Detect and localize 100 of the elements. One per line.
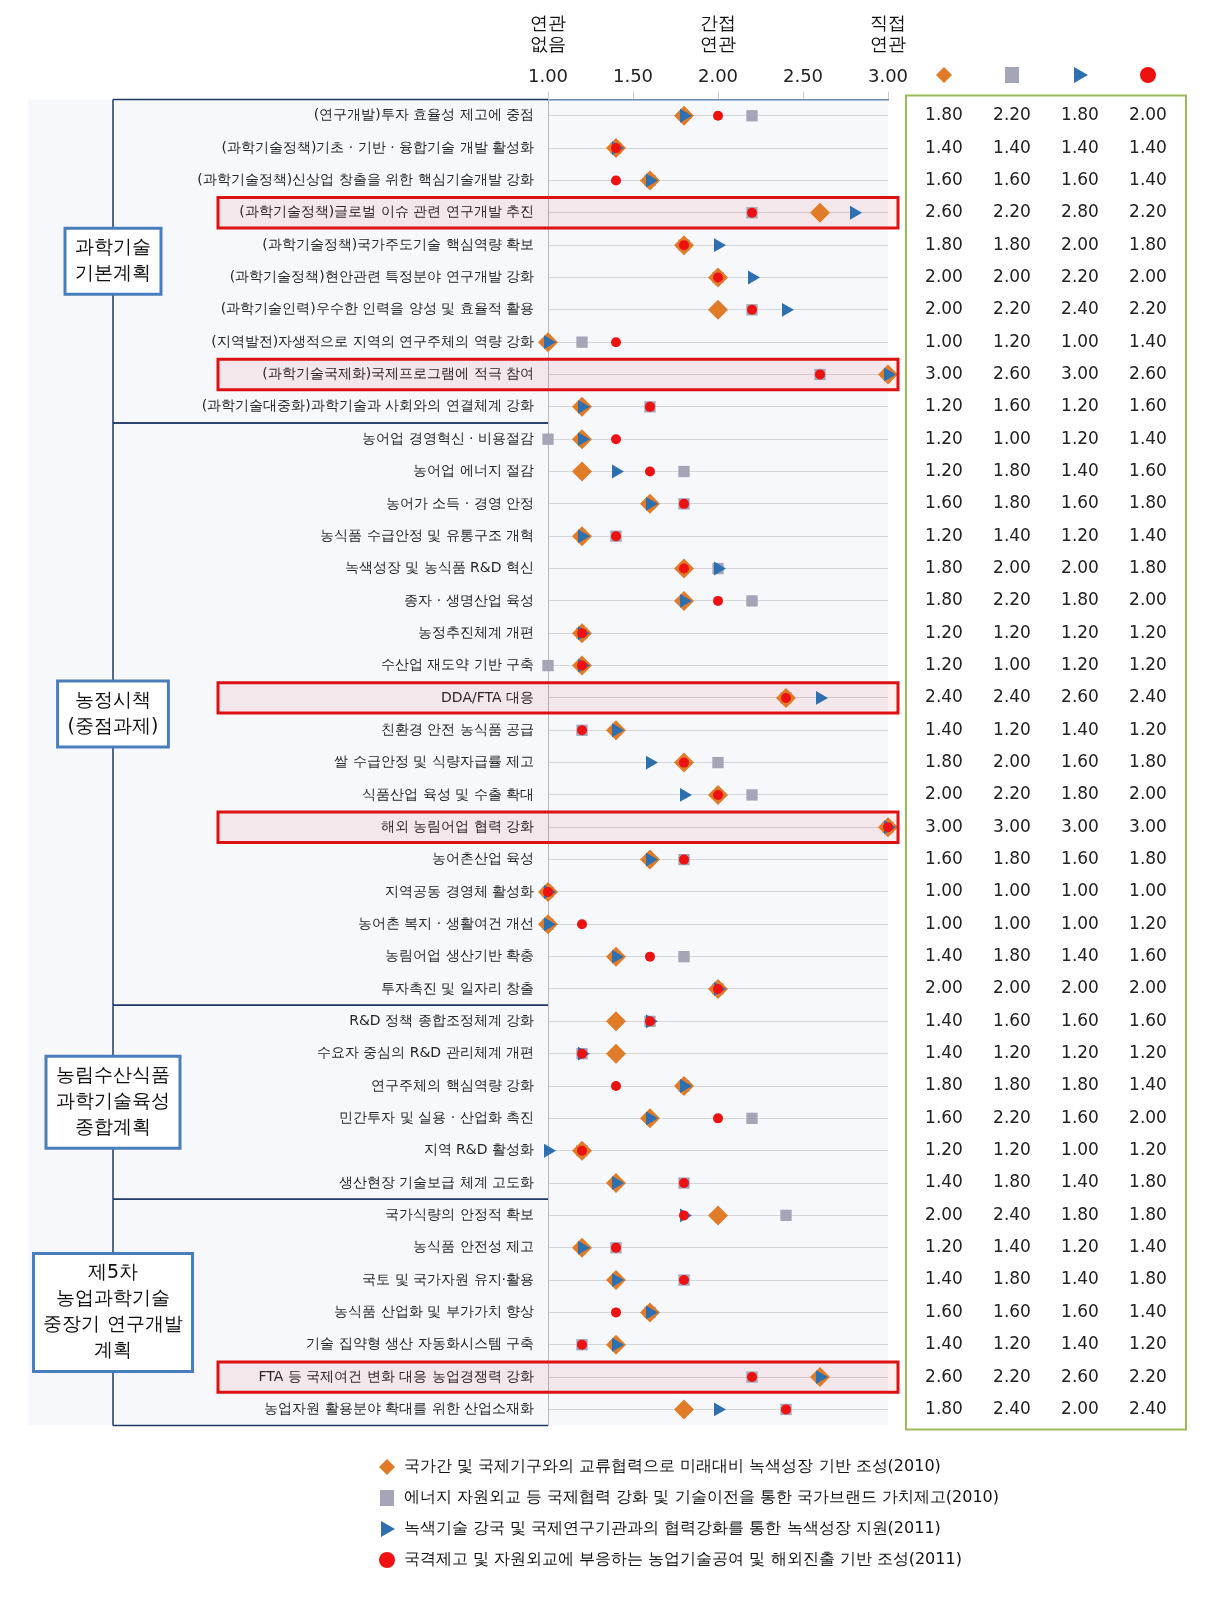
data-label: 1.40 [1129, 1236, 1167, 1257]
y-tick-label: 친환경 안전 농식품 공급 [380, 720, 534, 737]
data-label: 1.60 [925, 1300, 963, 1321]
data-label: 2.00 [925, 977, 963, 998]
y-tick-label: 종자 · 생명산업 육성 [404, 591, 534, 608]
data-label: 1.60 [993, 395, 1031, 416]
data-label: 1.20 [1129, 1042, 1167, 1063]
y-tick-label: 농어업 에너지 절감 [413, 462, 534, 479]
data-label: 2.40 [1129, 1397, 1167, 1418]
data-label: 1.60 [1129, 459, 1167, 480]
data-label: 1.60 [1129, 945, 1167, 966]
point [572, 461, 592, 482]
point [782, 302, 794, 317]
data-label: 2.00 [1129, 783, 1167, 804]
x-tick-label: 1.50 [612, 65, 654, 87]
y-tick-label: 녹색성장 및 농식품 R&D 혁신 [344, 559, 534, 576]
data-label: 1.80 [925, 104, 963, 125]
data-label: 2.20 [993, 298, 1031, 319]
y-tick-label: DDA/FTA 대응 [441, 688, 534, 705]
point [746, 1112, 758, 1125]
y-tick-label: 농어촌 복지 · 생활여건 개선 [357, 914, 534, 931]
y-tick-label: 국토 및 국가자원 유지·활용 [362, 1270, 534, 1287]
y-tick-label: 쌀 수급안정 및 식량자급률 제고 [334, 753, 534, 770]
data-label: 1.20 [993, 1139, 1031, 1160]
data-label: 1.40 [993, 524, 1031, 545]
data-label: 1.80 [993, 492, 1031, 513]
data-label: 1.40 [1129, 524, 1167, 545]
x-tick-label: 1.00 [527, 65, 569, 87]
point [713, 595, 723, 606]
point [678, 465, 690, 478]
data-label: 1.20 [925, 459, 963, 480]
data-label: 2.60 [1061, 1365, 1099, 1386]
data-label: 3.00 [1129, 815, 1167, 836]
data-label: 1.00 [1129, 880, 1167, 901]
point [611, 434, 621, 445]
y-tick-label: (과학기술정책)국가주도기술 핵심역량 확보 [262, 235, 534, 252]
point [810, 202, 830, 223]
data-label: 1.20 [1129, 718, 1167, 739]
data-label: 1.20 [1129, 1139, 1167, 1160]
data-label: 2.00 [1061, 1397, 1099, 1418]
data-label: 1.80 [925, 1074, 963, 1095]
data-label: 3.00 [993, 815, 1031, 836]
data-label: 1.80 [1129, 848, 1167, 869]
y-tick-label: 농림어업 생산기반 확충 [385, 947, 534, 964]
data-label: 1.40 [1129, 330, 1167, 351]
point [674, 1399, 694, 1420]
data-label: 1.00 [1061, 1139, 1099, 1160]
data-label: 2.40 [925, 686, 963, 707]
point [576, 336, 588, 348]
data-label: 1.80 [1129, 492, 1167, 513]
point [577, 919, 587, 930]
data-label: 1.40 [1061, 945, 1099, 966]
y-tick-label: (과학기술국제화)국제프로그램에 적극 참여 [262, 365, 534, 382]
y-tick-label: FTA 등 국제여건 변화 대응 농업경쟁력 강화 [258, 1367, 534, 1384]
data-label: 1.60 [1061, 751, 1099, 772]
point [746, 595, 758, 607]
x-tick-label: 2.00 [697, 65, 739, 87]
data-label: 1.40 [1061, 459, 1099, 480]
y-tick-label: (연구개발)투자 효율성 제고에 중점 [313, 106, 534, 123]
data-label: 1.80 [1129, 1171, 1167, 1192]
point [612, 464, 624, 479]
data-label: 1.40 [1129, 1074, 1167, 1095]
data-label: 2.00 [993, 977, 1031, 998]
y-tick-label: 지역공동 경영체 활성화 [385, 882, 534, 899]
data-label: 2.20 [993, 783, 1031, 804]
data-label: 2.00 [1129, 265, 1167, 286]
data-label: 2.20 [1129, 1365, 1167, 1386]
y-tick-label: 농식품 수급안정 및 유통구조 개혁 [320, 526, 534, 543]
data-label: 1.40 [1129, 1300, 1167, 1321]
data-label: 1.40 [1061, 1333, 1099, 1354]
data-label: 1.80 [993, 459, 1031, 480]
data-label: 1.80 [1061, 783, 1099, 804]
data-label: 1.40 [993, 1236, 1031, 1257]
data-label: 1.60 [925, 492, 963, 513]
data-label: 1.00 [925, 880, 963, 901]
point [714, 238, 726, 253]
y-tick-label: (과학기술정책)글로벌 이슈 관련 연구개발 추진 [239, 203, 534, 220]
data-label: 1.40 [925, 1268, 963, 1289]
legend-label: 국가간 및 국제기구와의 교류협력으로 미래대비 녹색성장 기반 조성(2010) [404, 1456, 941, 1477]
data-label: 2.60 [1061, 686, 1099, 707]
data-label: 2.80 [1061, 201, 1099, 222]
data-label: 2.00 [1129, 977, 1167, 998]
data-label: 1.80 [1129, 1203, 1167, 1224]
data-label: 1.80 [1061, 1203, 1099, 1224]
data-label: 2.60 [925, 1365, 963, 1386]
band-label: 농림수산식품 과학기술육성 종합계획 [56, 1063, 170, 1138]
band-label: 과학기술 기본계획 [75, 235, 151, 284]
data-label: 1.80 [1129, 233, 1167, 254]
point [708, 299, 728, 320]
data-label: 1.40 [1061, 1268, 1099, 1289]
data-label: 1.60 [1061, 1300, 1099, 1321]
data-label: 1.60 [1061, 1009, 1099, 1030]
data-label: 1.20 [925, 524, 963, 545]
data-label: 1.20 [1061, 427, 1099, 448]
point [714, 1402, 726, 1417]
data-label: 1.60 [925, 848, 963, 869]
data-label: 1.60 [925, 1106, 963, 1127]
data-label: 1.80 [925, 589, 963, 610]
point [708, 1205, 728, 1226]
y-tick-label: (과학기술대중화)과학기술과 사회와의 연결체계 강화 [201, 397, 534, 414]
